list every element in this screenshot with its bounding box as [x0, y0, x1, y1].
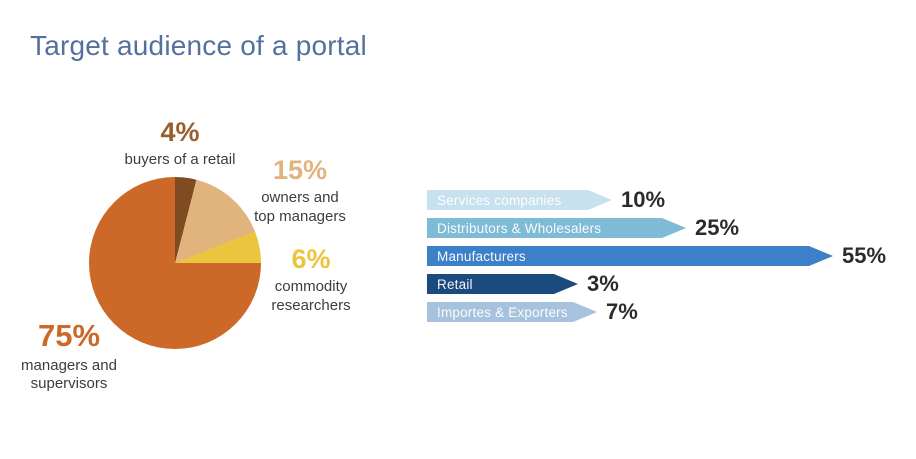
bar-value-label: 55% — [842, 243, 887, 268]
bar-shape: Retail — [427, 274, 578, 294]
pie-category-buyers-of-a-retail: buyers of a retail — [124, 151, 236, 169]
pie-category-managers-and-supervisors: managers and supervisors — [21, 356, 117, 393]
bar-row-services-companies: Services companies 10% — [427, 187, 886, 212]
bar-category-label: Services companies — [437, 192, 562, 208]
pie-chart — [89, 177, 261, 349]
pie-label-commodity-researchers: 6% commodity researchers — [261, 244, 361, 316]
pie-label-owners-and-top-managers: 15% owners and top managers — [250, 155, 350, 227]
bar-shape: Manufacturers — [427, 246, 833, 266]
pie-category-commodity-researchers: commodity researchers — [271, 278, 351, 314]
bar-row-manufacturers: Manufacturers 55% — [427, 243, 887, 268]
bar-category-label: Distributors & Wholesalers — [437, 220, 602, 236]
bar-shape: Importes & Exporters — [427, 302, 597, 322]
bar-value-label: 25% — [695, 215, 740, 240]
pie-value-owners-and-top-managers: 15% — [272, 155, 328, 185]
bar-category-label: Manufacturers — [437, 248, 526, 264]
bar-category-label: Retail — [437, 276, 473, 292]
pie-label-managers-and-supervisors: 75% managers and supervisors — [14, 318, 124, 394]
bar-category-label: Importes & Exporters — [437, 304, 568, 320]
pie-value-managers-and-supervisors: 75% — [37, 318, 101, 353]
bar-chart: Services companies 10% Distributors & Whol… — [427, 187, 887, 330]
pie-category-owners-and-top-managers: owners and top managers — [254, 189, 346, 225]
page-title: Target audience of a portal — [30, 30, 367, 61]
pie-value-buyers-of-a-retail: 4% — [160, 117, 200, 147]
bar-value-label: 10% — [621, 187, 666, 212]
bar-row-distributors-wholesalers: Distributors & Wholesalers 25% — [427, 215, 886, 240]
bar-shape: Distributors & Wholesalers — [427, 218, 686, 238]
bar-row-importes-exporters: Importes & Exporters 7% — [427, 299, 886, 324]
bar-value-label: 7% — [606, 299, 638, 324]
bar-row-retail: Retail 3% — [427, 271, 886, 296]
bar-shape: Services companies — [427, 190, 612, 210]
bar-value-label: 3% — [587, 271, 619, 296]
pie-value-commodity-researchers: 6% — [291, 244, 331, 274]
pie-label-buyers-of-a-retail: 4% buyers of a retail — [110, 117, 250, 170]
